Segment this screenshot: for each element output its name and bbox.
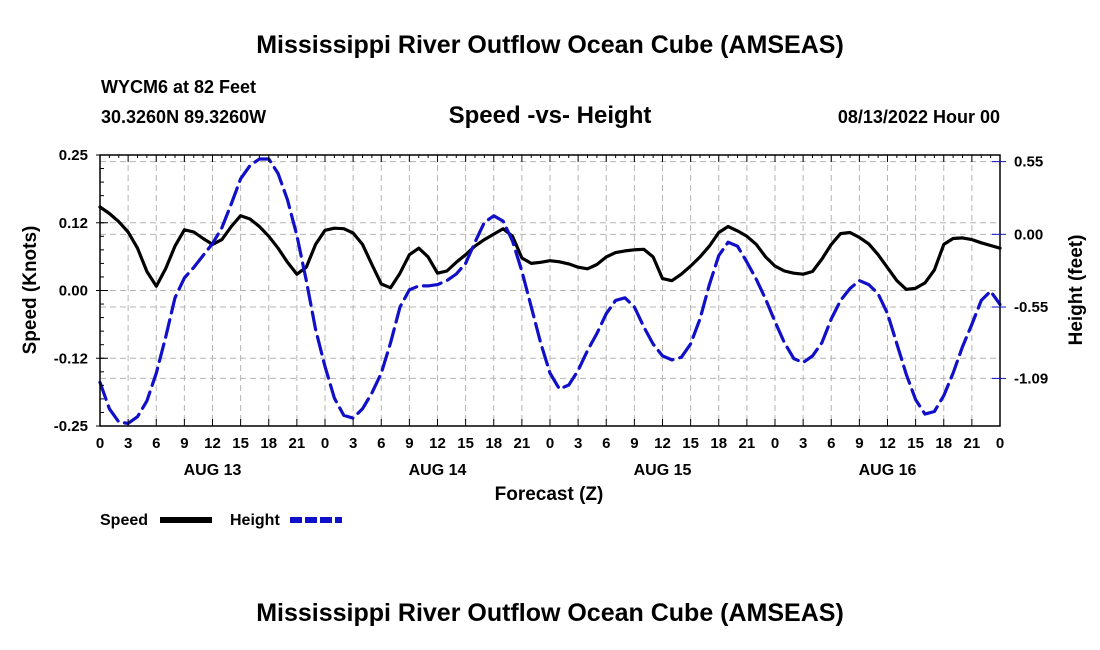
right-tick-label: -0.55 xyxy=(1014,299,1048,316)
axis-tick-labels: 0 3 6 9 12 15 18 21 0 3 6 9 12 15 18 21 0 3 6 9 12 15 18 21 0 3 6 9… xyxy=(54,147,1048,479)
x-tick-label: 18 xyxy=(935,435,952,452)
main-title: Mississippi River Outflow Ocean Cube (AM… xyxy=(256,31,844,59)
day-label: AUG 13 xyxy=(184,462,242,479)
x-tick-label: 21 xyxy=(739,435,756,452)
footer-title: Mississippi River Outflow Ocean Cube (AM… xyxy=(256,599,844,627)
series-lines xyxy=(98,157,1002,425)
left-axis-label: Speed (Knots) xyxy=(20,226,41,355)
x-tick-label: 0 xyxy=(771,435,779,452)
day-label: AUG 16 xyxy=(859,462,917,479)
grid-lines xyxy=(100,155,1000,426)
x-tick-label: 18 xyxy=(710,435,727,452)
left-tick-label: -0.25 xyxy=(54,418,88,435)
x-tick-label: 21 xyxy=(289,435,306,452)
x-tick-label: 12 xyxy=(654,435,671,452)
x-tick-label: 6 xyxy=(827,435,835,452)
x-tick-label: 15 xyxy=(457,435,474,452)
forecast-datetime: 08/13/2022 Hour 00 xyxy=(837,107,1000,127)
x-tick-label: 18 xyxy=(260,435,277,452)
left-tick-label: 0.25 xyxy=(59,147,88,164)
x-tick-label: 6 xyxy=(602,435,610,452)
x-tick-label: 0 xyxy=(321,435,329,452)
chart-subtitle: Speed -vs- Height xyxy=(448,102,652,129)
legend-height-label: Height xyxy=(230,512,280,529)
x-tick-label: 15 xyxy=(682,435,699,452)
right-tick-label: -1.09 xyxy=(1014,370,1048,387)
x-tick-label: 0 xyxy=(96,435,104,452)
x-tick-label: 21 xyxy=(514,435,531,452)
x-tick-label: 15 xyxy=(907,435,924,452)
x-tick-label: 9 xyxy=(180,435,188,452)
series-line-height xyxy=(98,157,1002,425)
left-tick-label: -0.12 xyxy=(54,350,88,367)
x-tick-label: 3 xyxy=(124,435,132,452)
left-tick-label: 0.12 xyxy=(59,215,88,232)
x-tick-label: 0 xyxy=(546,435,554,452)
station-label: WYCM6 at 82 Feet xyxy=(101,77,257,97)
left-tick-label: 0.00 xyxy=(59,283,88,300)
x-tick-label: 12 xyxy=(879,435,896,452)
x-tick-label: 3 xyxy=(349,435,357,452)
x-tick-label: 6 xyxy=(377,435,385,452)
axis-ticks xyxy=(96,154,1006,427)
right-axis-label: Height (feet) xyxy=(1066,235,1087,346)
x-tick-label: 9 xyxy=(855,435,863,452)
x-axis-label: Forecast (Z) xyxy=(495,484,604,505)
x-tick-label: 9 xyxy=(630,435,638,452)
right-tick-label: 0.00 xyxy=(1014,226,1043,243)
day-label: AUG 15 xyxy=(634,462,692,479)
x-tick-label: 15 xyxy=(232,435,249,452)
legend-speed-label: Speed xyxy=(100,512,148,529)
legend: Speed Height xyxy=(100,512,342,529)
x-tick-label: 3 xyxy=(574,435,582,452)
x-tick-label: 9 xyxy=(405,435,413,452)
series-line-speed xyxy=(98,205,1002,291)
x-tick-label: 12 xyxy=(204,435,221,452)
station-coordinates: 30.3260N 89.3260W xyxy=(101,107,267,127)
x-tick-label: 0 xyxy=(996,435,1004,452)
x-tick-label: 12 xyxy=(429,435,446,452)
x-tick-label: 18 xyxy=(485,435,502,452)
day-label: AUG 14 xyxy=(409,462,467,479)
x-tick-label: 6 xyxy=(152,435,160,452)
x-tick-label: 21 xyxy=(964,435,981,452)
right-tick-label: 0.55 xyxy=(1014,154,1043,171)
x-tick-label: 3 xyxy=(799,435,807,452)
